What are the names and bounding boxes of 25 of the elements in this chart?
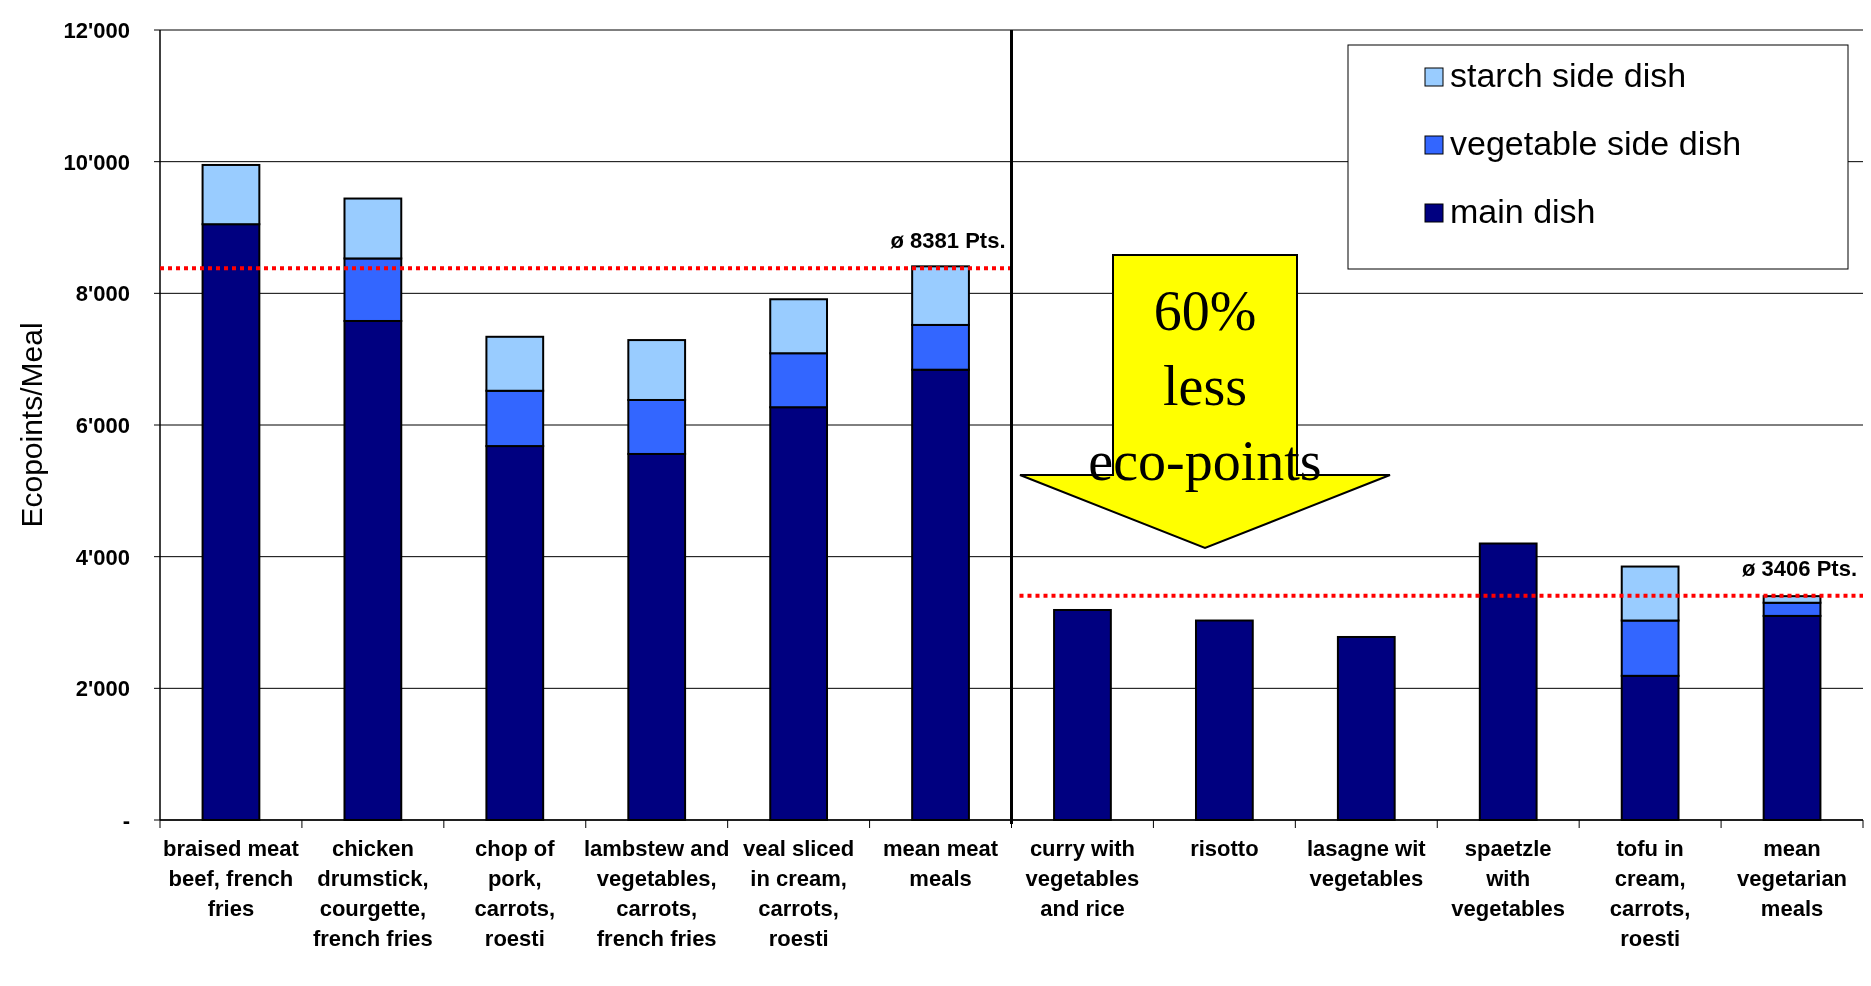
x-tick-label: braised meat beef, french fries xyxy=(163,836,300,921)
y-axis-title: Ecopoints/Meal xyxy=(15,322,48,528)
ref-line-label: ø 3406 Pts. xyxy=(1742,555,1857,581)
x-tick-label: mean vegetarian meals xyxy=(1737,836,1848,921)
x-tick-label: risotto xyxy=(1190,836,1259,861)
x-tick-label: lasagne wit vegetables xyxy=(1306,836,1427,891)
ref-line-label: ø 8381 Pts. xyxy=(890,228,1006,254)
x-tick-label: lambstew and vegetables, carrots, french fries xyxy=(583,836,730,951)
y-tick-label: 8'000 xyxy=(75,281,130,307)
y-tick-label: - xyxy=(122,808,130,833)
x-tick-label: tofu in cream, carrots, roesti xyxy=(1609,836,1691,951)
legend-label: starch side dish xyxy=(1450,56,1687,94)
x-tick-label: chop of pork, carrots, roesti xyxy=(474,836,556,951)
y-tick-label: 2'000 xyxy=(75,676,130,702)
y-tick-label: 6'000 xyxy=(75,413,130,438)
legend-label: main dish xyxy=(1450,192,1596,230)
x-tick-label: chicken drumstick, courgette, french fries xyxy=(312,836,433,951)
x-tick-label: veal sliced in cream, carrots, roesti xyxy=(742,836,855,951)
x-tick-label: mean meat meals xyxy=(883,836,999,891)
legend-label: vegetable side dish xyxy=(1450,124,1742,162)
x-tick-label: spaetzle with vegetables xyxy=(1451,836,1566,921)
y-tick-label: 10'000 xyxy=(63,149,130,175)
y-tick-label: 12'000 xyxy=(63,18,130,43)
y-tick-label: 4'000 xyxy=(75,544,130,570)
x-tick-label: curry with vegetables and rice xyxy=(1025,836,1140,921)
